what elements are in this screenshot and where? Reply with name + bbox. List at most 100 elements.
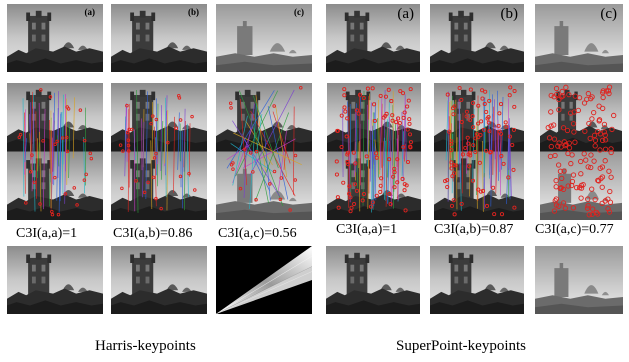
keypoint-marker [559,88,565,95]
keypoint-marker [602,132,608,138]
match-line [367,93,370,209]
keypoint-marker [557,168,564,174]
keypoint-marker [484,148,489,153]
keypoint-marker [53,142,57,147]
keypoint-marker [468,87,473,92]
keypoint-marker [553,91,560,98]
match-line [177,112,180,170]
keypoint-marker [395,157,400,162]
keypoint-marker [601,129,607,135]
keypoint-marker [599,174,606,180]
keypoint-marker [391,174,396,179]
keypoint-marker [370,200,375,205]
keypoint-marker [478,189,483,194]
harris-bottom-b-image [111,246,207,314]
match-line [509,130,512,197]
match-line [230,143,274,173]
keypoint-marker [408,145,413,150]
keypoint-marker [356,111,361,116]
keypoint-marker [89,156,94,161]
keypoint-marker [484,203,490,209]
keypoint-marker [583,157,589,163]
keypoint-marker [342,105,347,110]
keypoint-marker [576,95,583,101]
keypoint-marker [190,114,194,119]
harris-top-a-image: (a) [7,4,103,72]
pair-upper-image [7,83,103,152]
keypoint-marker [28,170,33,174]
keypoint-marker [445,178,450,183]
keypoint-marker [585,196,591,202]
keypoint-marker [476,187,481,192]
keypoint-marker [564,127,571,134]
superpoint-label-b: (b) [500,6,519,22]
keypoint-marker [344,134,349,139]
keypoint-marker [38,202,42,206]
keypoint-marker [395,180,400,185]
match-line [150,140,153,210]
keypoint-marker [53,175,57,180]
keypoint-marker [586,212,592,218]
superpoint-top-c-image: (c) [535,4,623,72]
harris-bottom-c-image [216,246,312,314]
superpoint-top-b-image: (b) [430,4,524,72]
keypoint-marker [477,160,482,165]
harris-score-ac: C3I(a,c)=0.56 [218,226,297,241]
keypoint-marker [398,89,403,94]
match-line [355,103,357,173]
keypoint-marker [334,159,339,164]
keypoint-marker [339,113,344,118]
match-line [472,108,475,183]
keypoint-marker [349,205,354,210]
keypoint-marker [397,121,402,126]
keypoint-marker [600,94,606,101]
keypoint-marker [591,158,597,164]
keypoint-marker [228,101,233,105]
keypoint-marker [449,148,454,153]
keypoint-marker [605,206,611,212]
keypoint-marker [151,175,156,180]
keypoint-marker [394,120,399,125]
match-line [249,103,257,209]
keypoint-marker [595,211,601,217]
keypoint-marker [553,178,559,184]
keypoint-marker [63,192,68,196]
keypoint-marker [501,161,506,166]
keypoint-marker [146,180,150,185]
keypoint-marker [510,142,515,148]
match-line [160,105,162,172]
keypoint-marker [488,149,493,154]
keypoint-marker [569,178,576,185]
keypoint-marker [597,165,603,171]
keypoint-marker [187,171,191,176]
match-line [267,105,289,200]
keypoint-marker [508,85,513,90]
keypoint-marker [563,141,569,148]
keypoint-marker [400,176,405,182]
keypoint-marker [254,197,258,202]
keypoint-marker [30,153,34,157]
harris-match-ac-pair [216,83,312,220]
match-line [452,101,456,174]
keypoint-marker [174,126,179,131]
match-line [385,129,388,178]
keypoint-marker [126,138,131,142]
keypoint-marker [570,205,577,211]
keypoint-marker [481,127,487,132]
keypoint-marker [125,103,129,108]
keypoint-marker [548,92,554,99]
keypoint-marker [401,144,406,150]
keypoint-marker [606,84,613,90]
keypoint-marker [229,106,233,110]
keypoint-marker [288,208,292,212]
pair-upper-image [216,83,312,152]
keypoint-marker [345,159,350,165]
keypoint-marker [154,196,158,201]
keypoint-marker [388,202,393,207]
keypoint-marker [590,206,596,212]
keypoint-marker [278,197,283,202]
keypoint-marker [383,94,388,99]
keypoint-marker [606,90,612,97]
keypoint-marker [154,151,158,156]
keypoint-marker [293,178,297,182]
